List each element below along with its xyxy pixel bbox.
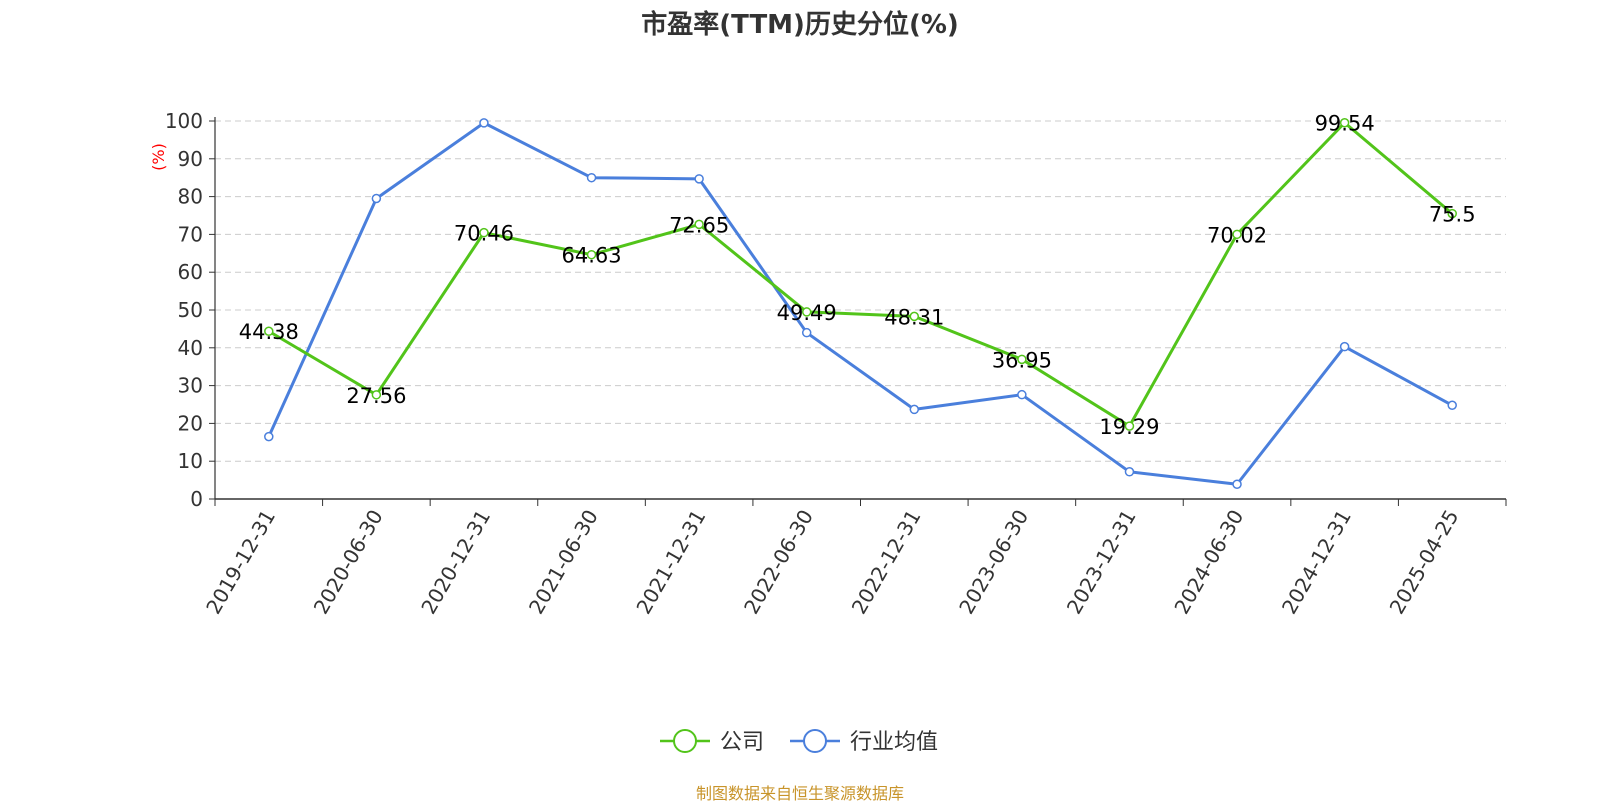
x-tick-label: 2020-12-31 (416, 506, 495, 619)
grid-lines (215, 120, 1506, 462)
y-tick-label: 20 (178, 411, 203, 435)
y-axis-label: (%) (149, 143, 168, 171)
data-label: 36.95 (992, 348, 1052, 372)
x-tick-label: 2022-06-30 (739, 506, 818, 619)
data-labels: 44.38 27.56 70.46 64.63 72.65 49.49 48.31 36.95… (239, 112, 1476, 439)
data-point (1339, 117, 1350, 128)
data-point (586, 172, 597, 183)
data-label: 44.38 (239, 320, 299, 344)
data-point (1124, 467, 1135, 477)
x-tick-label: 2022-12-31 (847, 506, 926, 619)
data-label: 75.5 (1429, 203, 1476, 227)
x-tick-label: 2024-06-30 (1169, 506, 1248, 619)
data-label: 64.63 (561, 244, 621, 268)
y-tick-label: 70 (178, 222, 203, 246)
y-tick-label: 50 (178, 298, 203, 322)
data-point (801, 307, 812, 317)
data-point (264, 326, 274, 336)
data-point (1447, 400, 1457, 411)
data-point (479, 118, 489, 128)
chart-title: 市盈率(TTM)历史分位(%) (641, 10, 959, 40)
data-point (371, 193, 382, 204)
x-tick-label: 2019-12-31 (201, 506, 280, 619)
data-point (694, 219, 704, 230)
data-point (586, 249, 597, 260)
x-tick-label: 2020-06-30 (309, 506, 388, 619)
axes: 0 10 20 30 40 50 60 70 80 90 100 (%) 2019-12-31 2020-… (149, 109, 1507, 619)
legend: 公司 行业均值 (660, 729, 938, 755)
series-line-0 (268, 121, 1454, 428)
data-point (801, 327, 812, 338)
legend-marker-0 (673, 729, 697, 753)
data-label: 70.02 (1207, 223, 1267, 247)
data-point (264, 431, 274, 442)
y-tick-label: 100 (165, 109, 203, 133)
data-point (909, 404, 920, 415)
x-tick-label: 2024-12-31 (1277, 506, 1356, 619)
x-tick-label: 2023-06-30 (954, 506, 1033, 619)
data-point (694, 174, 704, 184)
y-tick-label: 40 (178, 336, 203, 360)
data-point (1339, 341, 1350, 352)
data-label: 49.49 (777, 301, 837, 325)
data-label: 19.29 (1099, 415, 1159, 439)
data-point (1017, 389, 1027, 400)
x-tick-label: 2021-12-31 (631, 506, 710, 619)
data-label: 72.65 (669, 213, 729, 237)
source-footer: 制图数据来自恒生聚源数据库 (695, 784, 904, 803)
series-line-1 (267, 121, 1453, 486)
data-point (1232, 479, 1242, 490)
data-point (1232, 229, 1242, 240)
data-label: 70.46 (454, 222, 514, 246)
data-label: 99.54 (1315, 112, 1375, 136)
legend-label-0: 公司 (720, 730, 764, 755)
data-point (479, 227, 489, 238)
y-tick-label: 10 (178, 449, 203, 473)
x-tick-label: 2025-04-25 (1385, 506, 1464, 619)
data-point (1124, 421, 1135, 431)
data-label: 48.31 (884, 305, 944, 329)
y-tick-label: 60 (178, 260, 203, 284)
y-tick-label: 30 (178, 374, 203, 398)
y-tick-label: 90 (178, 147, 203, 171)
data-point (1447, 208, 1457, 219)
y-tick-label: 0 (190, 487, 203, 511)
series-group (264, 117, 1457, 490)
y-tick-label: 80 (178, 185, 203, 209)
x-tick-label: 2023-12-31 (1062, 506, 1141, 619)
data-point (371, 390, 382, 400)
data-label: 27.56 (346, 384, 406, 408)
x-tick-label: 2021-06-30 (524, 506, 603, 619)
data-point (1017, 354, 1027, 365)
legend-marker-1 (803, 729, 827, 753)
legend-label-1: 行业均值 (850, 730, 938, 755)
data-point (909, 311, 920, 322)
